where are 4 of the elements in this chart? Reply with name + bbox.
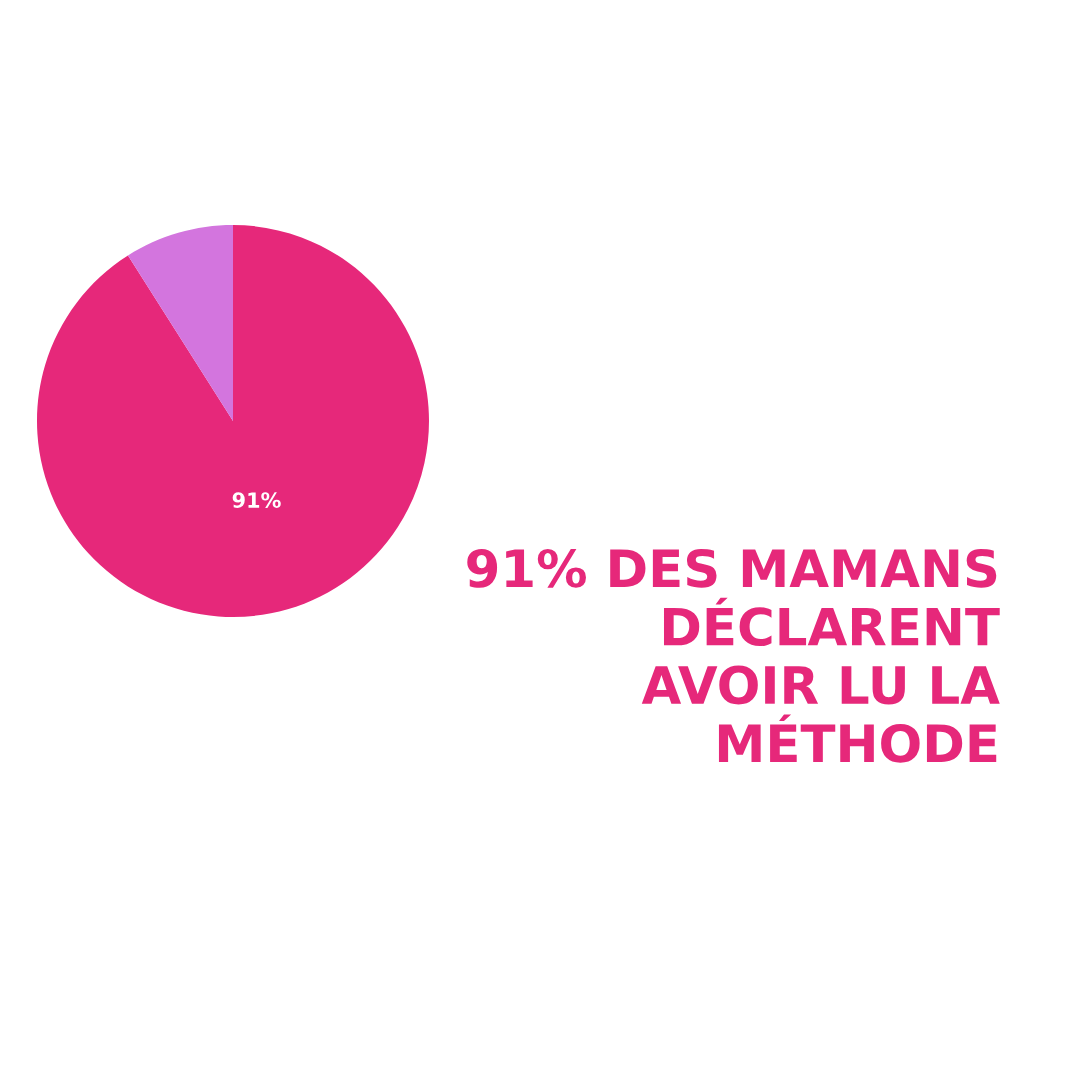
data-label: 91% bbox=[232, 492, 281, 508]
pie-slice bbox=[127, 225, 233, 421]
pie-slice bbox=[37, 225, 429, 617]
text: 91% DES MAMANS DÉCLARENT AVOIR LU LA MÉTHODE bbox=[467, 548, 1000, 763]
